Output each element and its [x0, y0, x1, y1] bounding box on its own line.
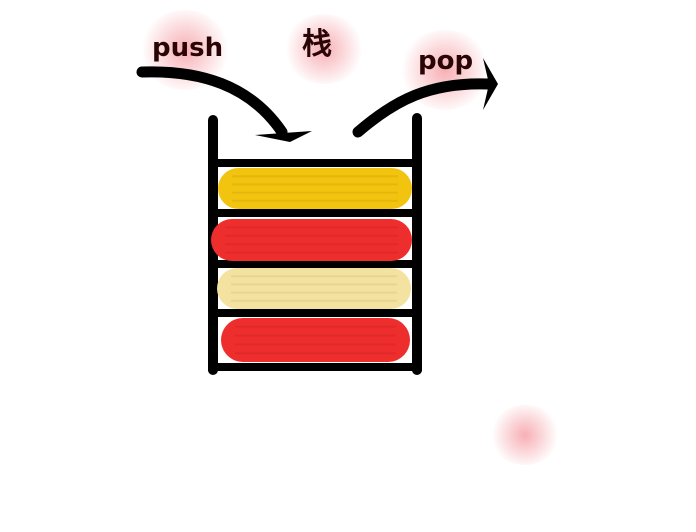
pop-arrow: [352, 78, 494, 138]
stack-title: 栈: [302, 27, 332, 62]
pop-arrowhead: [483, 58, 498, 110]
push-label: push: [152, 33, 224, 63]
glow-decorative: [490, 405, 560, 465]
glow-stack-title: [284, 14, 364, 84]
stack-item: [221, 318, 410, 362]
stack-items: [211, 168, 412, 362]
stack-item: [217, 268, 411, 309]
pop-label: pop: [418, 46, 474, 76]
stack-item: [211, 219, 412, 261]
push-arrowhead: [255, 131, 312, 142]
stack-item: [218, 168, 412, 209]
push-arrow: [136, 66, 288, 138]
